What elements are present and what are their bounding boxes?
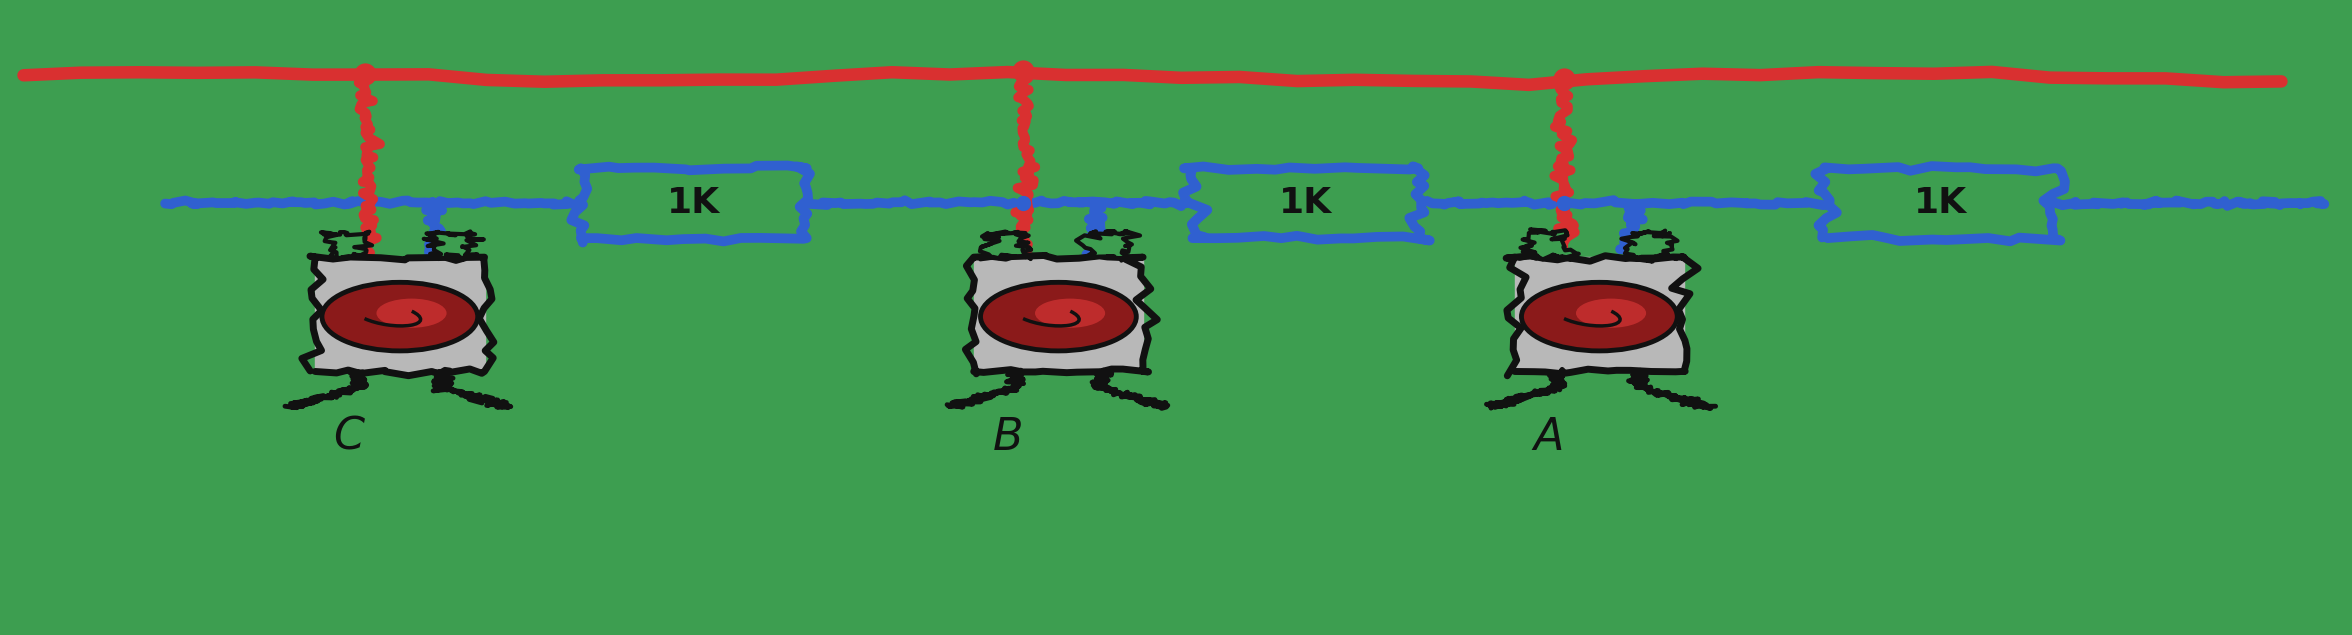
Polygon shape [1816, 166, 2065, 241]
Polygon shape [1519, 229, 1578, 260]
Text: C: C [334, 416, 365, 459]
Text: B: B [993, 416, 1023, 459]
Polygon shape [572, 166, 809, 243]
Polygon shape [320, 232, 372, 258]
Ellipse shape [376, 298, 447, 328]
Polygon shape [1621, 231, 1677, 262]
Text: A: A [1534, 416, 1564, 459]
Ellipse shape [1035, 298, 1105, 328]
Polygon shape [1515, 257, 1684, 371]
Text: 1K: 1K [1915, 186, 1966, 220]
Polygon shape [315, 257, 485, 371]
Text: 1K: 1K [668, 186, 720, 220]
Ellipse shape [322, 283, 477, 351]
Polygon shape [1077, 231, 1141, 260]
Ellipse shape [981, 283, 1136, 351]
Polygon shape [423, 231, 485, 260]
Polygon shape [1183, 166, 1430, 241]
Polygon shape [974, 257, 1143, 371]
Ellipse shape [1576, 298, 1646, 328]
Polygon shape [981, 232, 1030, 259]
Text: 1K: 1K [1279, 186, 1331, 220]
Ellipse shape [1522, 283, 1677, 351]
